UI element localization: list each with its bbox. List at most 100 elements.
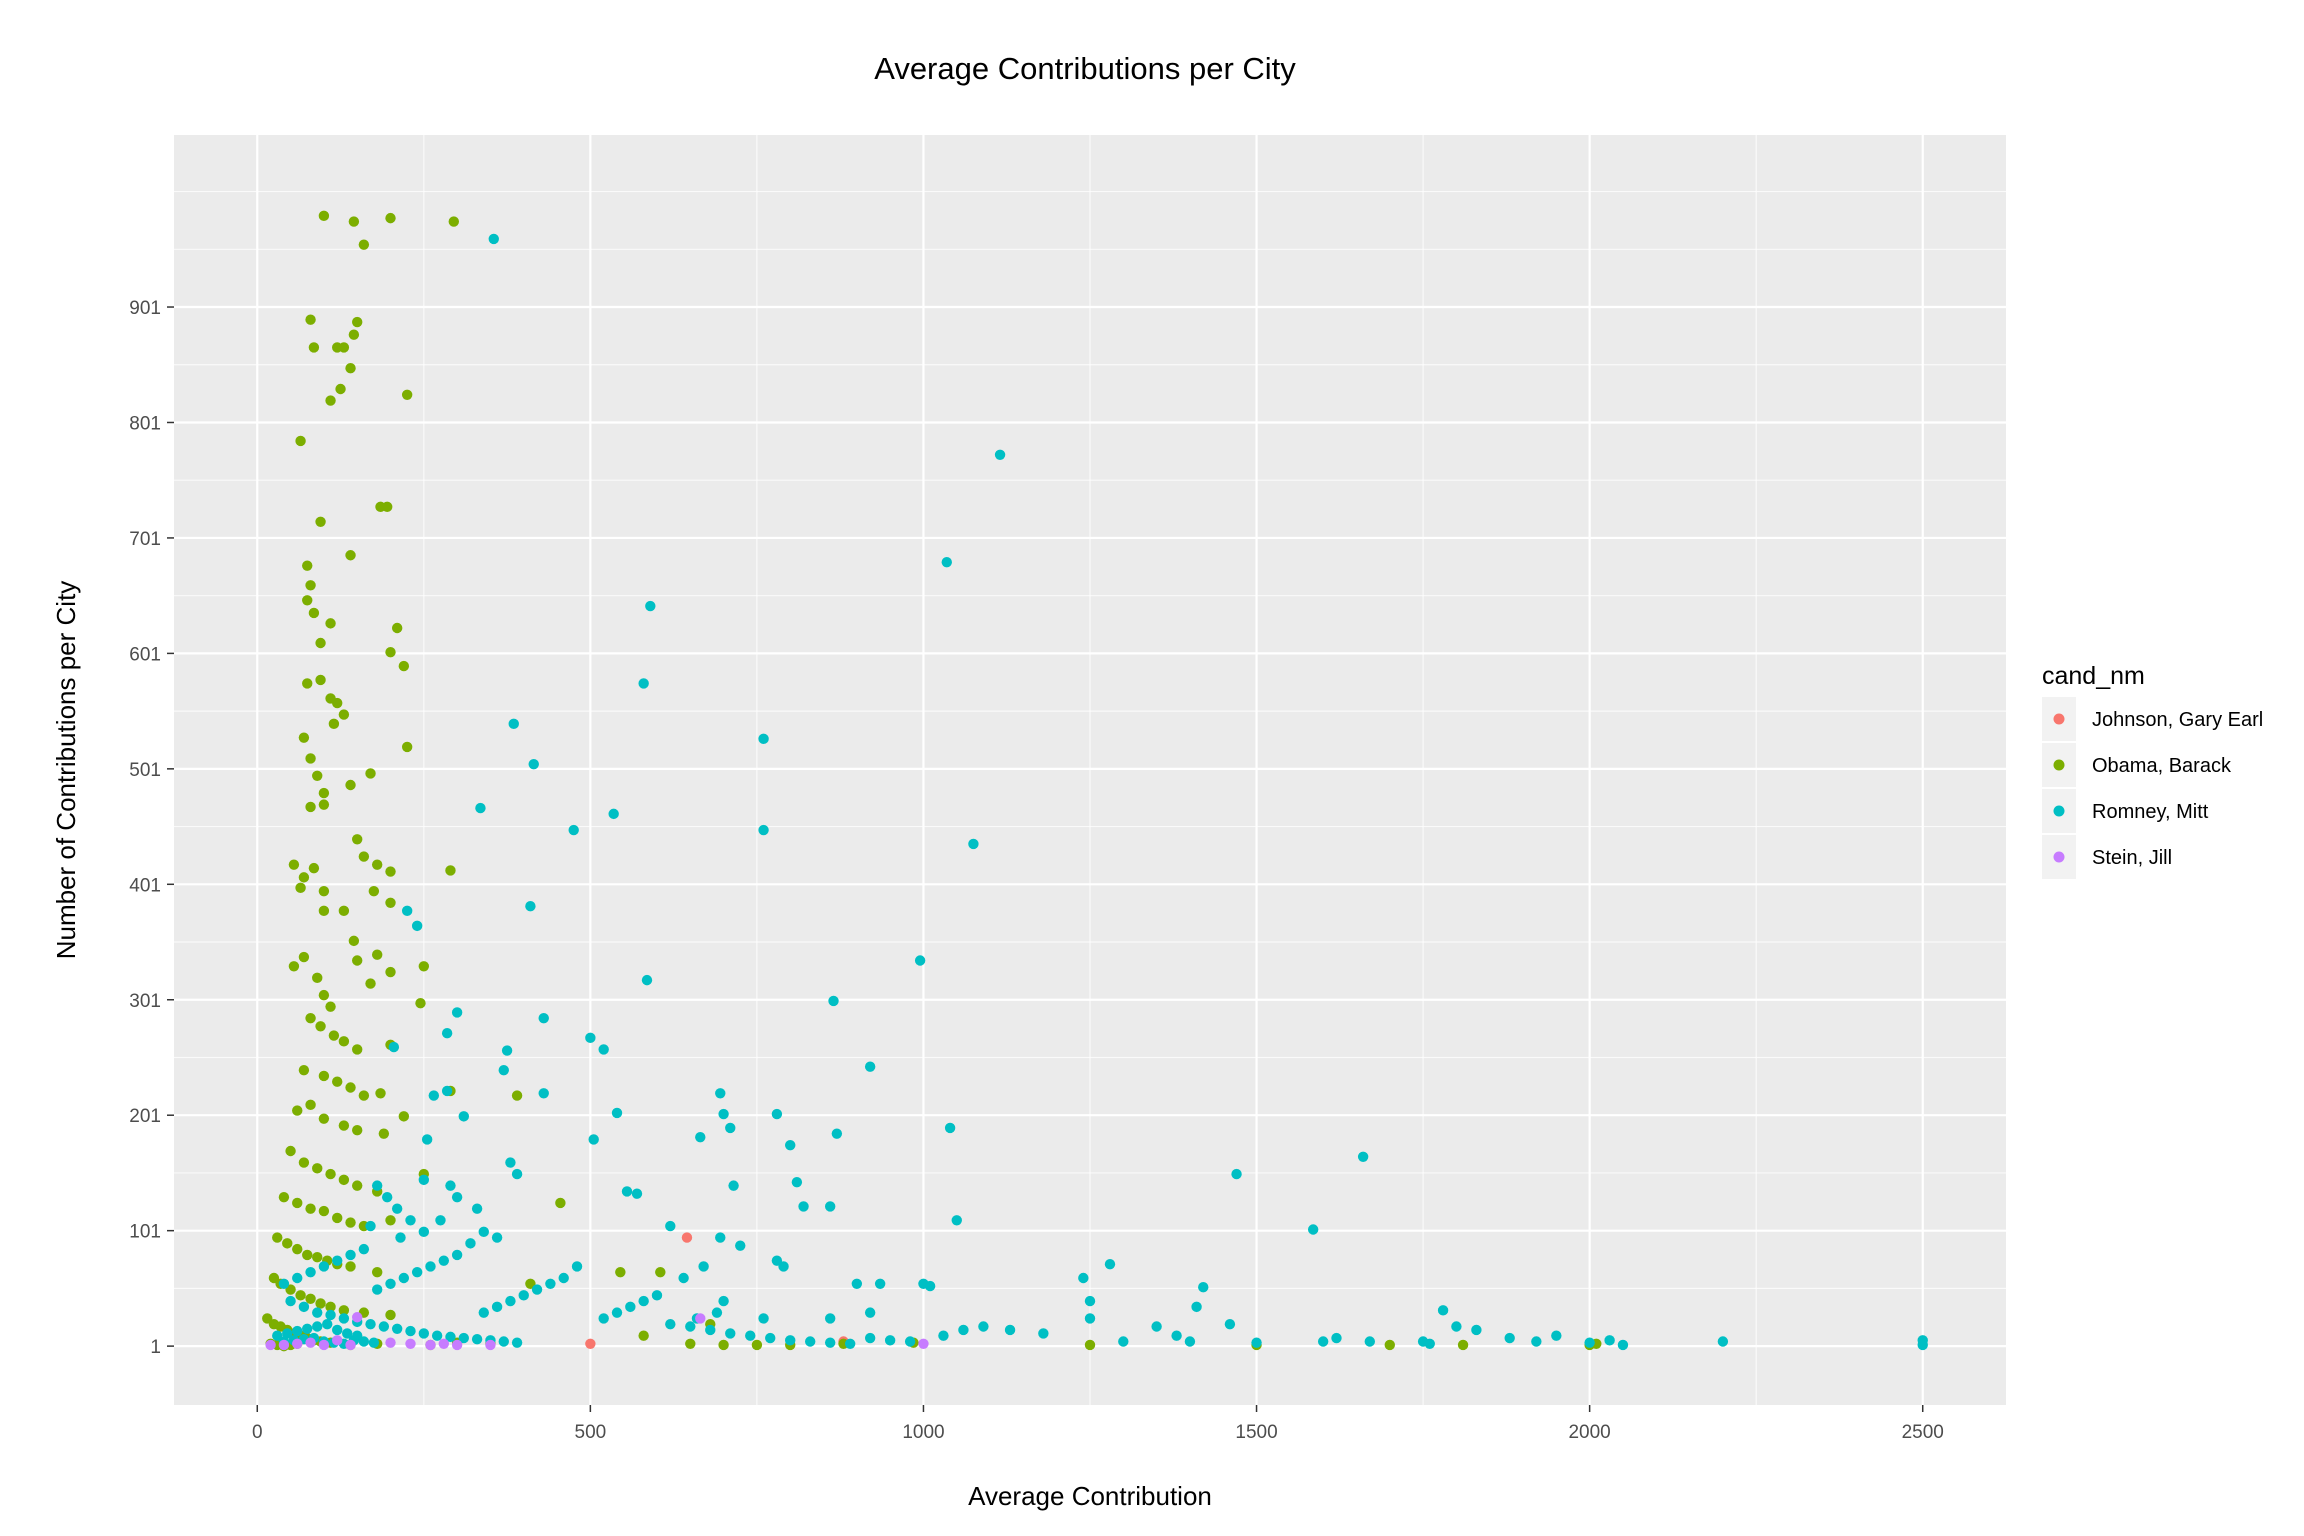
data-point <box>1384 1339 1395 1351</box>
data-point <box>695 1313 706 1324</box>
data-point <box>305 1203 316 1214</box>
data-point <box>678 1272 689 1284</box>
data-point <box>348 216 360 227</box>
data-point <box>378 1321 390 1332</box>
data-point <box>994 449 1006 461</box>
y-tick-label: 701 <box>129 529 161 550</box>
data-point <box>401 741 413 753</box>
y-tick-label: 901 <box>129 298 161 319</box>
data-point <box>318 905 330 917</box>
data-point <box>505 1295 516 1307</box>
data-point <box>352 1125 363 1136</box>
y-tick-label: 301 <box>129 991 161 1012</box>
data-point <box>571 1261 583 1272</box>
data-point <box>305 314 316 325</box>
data-point <box>315 1298 326 1309</box>
data-point <box>282 1328 293 1339</box>
data-point <box>711 1307 723 1318</box>
x-tick-label: 500 <box>575 1422 607 1443</box>
data-point <box>421 1134 433 1145</box>
data-point <box>368 1337 380 1348</box>
data-point <box>312 1252 323 1263</box>
data-point <box>918 1338 929 1350</box>
data-point <box>588 1134 599 1145</box>
data-point <box>725 1122 736 1134</box>
data-point <box>1617 1339 1629 1351</box>
data-point <box>531 1284 543 1295</box>
data-point <box>758 733 769 745</box>
data-point <box>735 1240 746 1251</box>
data-point <box>345 1249 356 1261</box>
data-point <box>338 905 350 917</box>
data-point <box>352 955 363 966</box>
data-point <box>395 1232 406 1243</box>
data-point <box>385 212 396 224</box>
data-point <box>398 1111 410 1122</box>
data-point <box>352 316 363 328</box>
data-point <box>345 550 356 561</box>
data-point <box>851 1278 863 1289</box>
data-point <box>308 342 320 353</box>
data-point <box>728 1180 739 1191</box>
data-point <box>1471 1324 1482 1336</box>
data-point <box>805 1336 816 1347</box>
data-point <box>371 949 383 960</box>
data-point <box>298 1157 310 1168</box>
data-point <box>318 787 330 799</box>
data-point <box>381 501 393 512</box>
data-point <box>418 1174 430 1186</box>
data-point <box>425 1261 436 1272</box>
data-point <box>611 1307 623 1318</box>
data-point <box>338 1120 350 1131</box>
data-point <box>478 1307 489 1318</box>
data-point <box>438 1338 450 1350</box>
data-point <box>278 1278 290 1289</box>
data-point <box>1604 1335 1615 1346</box>
data-point <box>1357 1151 1369 1162</box>
data-point <box>745 1330 756 1341</box>
data-point <box>358 1336 370 1347</box>
data-point <box>445 865 456 876</box>
data-point <box>1004 1324 1016 1336</box>
series-romney-mitt <box>272 233 1928 1351</box>
data-point <box>625 1301 636 1313</box>
data-point <box>1084 1313 1096 1324</box>
data-point <box>391 1323 403 1335</box>
data-point <box>418 1328 430 1339</box>
data-point <box>332 1076 343 1087</box>
data-point <box>1551 1330 1562 1341</box>
data-point <box>318 1339 330 1351</box>
data-point <box>358 1243 370 1255</box>
x-tick-label: 0 <box>252 1422 263 1443</box>
data-point <box>465 1238 476 1249</box>
data-point <box>385 1309 396 1321</box>
data-point <box>295 882 306 893</box>
data-point <box>874 1278 886 1289</box>
data-point <box>1317 1336 1329 1347</box>
data-point <box>1038 1328 1049 1339</box>
data-point <box>655 1267 666 1278</box>
data-point <box>598 1044 609 1055</box>
data-point <box>621 1186 633 1197</box>
data-point <box>308 862 320 874</box>
data-point <box>645 600 656 612</box>
data-point <box>338 1036 350 1047</box>
data-point <box>1307 1224 1319 1235</box>
data-point <box>315 637 326 649</box>
data-point <box>441 1085 453 1097</box>
data-point <box>1917 1339 1928 1351</box>
data-point <box>348 935 360 947</box>
x-tick-label: 2500 <box>1902 1422 1944 1443</box>
data-point <box>641 974 653 986</box>
data-point <box>471 1203 483 1214</box>
data-point <box>405 1325 416 1337</box>
data-point <box>318 1113 330 1124</box>
data-point <box>451 1191 463 1203</box>
data-point <box>302 595 313 606</box>
legend-label: Johnson, Gary Earl <box>2092 709 2263 731</box>
data-point <box>751 1339 763 1351</box>
data-point <box>508 718 519 730</box>
data-point <box>941 556 952 568</box>
data-point <box>345 363 356 374</box>
